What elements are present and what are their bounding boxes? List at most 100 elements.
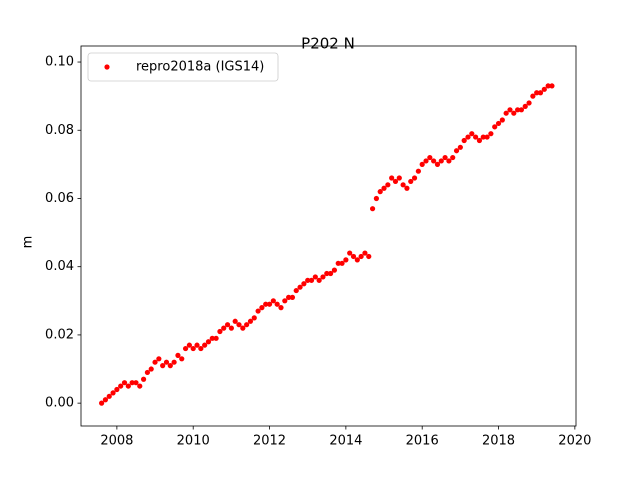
point (251, 315, 257, 321)
point (415, 168, 421, 174)
y-tick-label: 0.10 (45, 55, 74, 70)
point (144, 369, 151, 376)
point (499, 117, 505, 123)
point (301, 281, 307, 287)
point (182, 345, 189, 352)
point (350, 253, 357, 260)
point (469, 131, 475, 137)
point (152, 359, 158, 365)
point (140, 376, 147, 382)
point (541, 86, 547, 92)
point (442, 154, 448, 161)
point (461, 137, 467, 144)
point (465, 134, 471, 140)
point (228, 325, 234, 331)
point (106, 393, 112, 399)
point (389, 175, 395, 181)
point (427, 154, 433, 161)
point (411, 175, 418, 181)
point (102, 397, 109, 403)
legend-box (87, 52, 279, 82)
point (240, 325, 246, 331)
point (316, 277, 322, 283)
point (232, 318, 238, 324)
point (358, 253, 364, 260)
point (129, 380, 135, 386)
point (202, 342, 208, 348)
point (320, 274, 326, 280)
y-tick-label: 0.04 (45, 259, 74, 274)
point (148, 366, 154, 372)
point (167, 363, 173, 369)
point (495, 120, 502, 127)
point (121, 380, 128, 386)
point (282, 298, 288, 304)
point (331, 267, 338, 273)
point (480, 134, 486, 140)
y-tick-label: 0.08 (45, 123, 74, 138)
point (114, 386, 120, 393)
point (473, 134, 479, 140)
point (343, 257, 349, 263)
point (396, 175, 402, 181)
point (297, 284, 303, 290)
point (209, 335, 215, 341)
point (404, 185, 410, 191)
point (484, 134, 490, 140)
x-tick-label: 2018 (482, 434, 515, 449)
legend-marker (104, 64, 110, 70)
point (400, 182, 406, 188)
point (526, 100, 532, 106)
point (488, 131, 494, 137)
y-tick-label: 0.06 (45, 191, 74, 206)
y-tick-label: 0.00 (45, 396, 74, 411)
y-tick-label: 0.02 (45, 327, 74, 342)
point (511, 110, 517, 116)
point (255, 308, 261, 314)
point (278, 305, 284, 311)
point (263, 301, 269, 307)
point (453, 148, 460, 154)
x-tick-label: 2008 (100, 434, 133, 449)
point (327, 270, 334, 277)
point (110, 390, 116, 396)
x-tick-label: 2016 (406, 434, 439, 449)
point (354, 257, 360, 263)
point (545, 83, 551, 89)
point (205, 339, 212, 345)
point (503, 110, 509, 116)
point (99, 400, 105, 406)
point (377, 189, 383, 195)
point (366, 253, 372, 260)
point (194, 342, 200, 348)
point (186, 342, 192, 348)
point (236, 322, 242, 328)
point (335, 260, 341, 266)
point (419, 161, 425, 167)
point (217, 328, 223, 335)
point (308, 277, 315, 283)
point (408, 178, 414, 185)
point (518, 107, 525, 113)
point (385, 182, 391, 188)
point (431, 158, 437, 164)
point (133, 380, 139, 386)
point (259, 305, 265, 311)
point (339, 260, 345, 266)
point (549, 83, 555, 89)
point (156, 356, 162, 362)
point (438, 158, 444, 164)
x-tick-label: 2012 (253, 434, 286, 449)
point (163, 359, 170, 365)
chart-title: P202 N (301, 35, 355, 53)
point (247, 318, 254, 324)
point (446, 158, 452, 164)
legend-label: repro2018a (IGS14) (136, 60, 264, 75)
point (423, 158, 429, 164)
point (373, 195, 379, 202)
point (312, 274, 318, 280)
point (118, 383, 124, 389)
point (434, 161, 441, 167)
point (270, 298, 276, 304)
